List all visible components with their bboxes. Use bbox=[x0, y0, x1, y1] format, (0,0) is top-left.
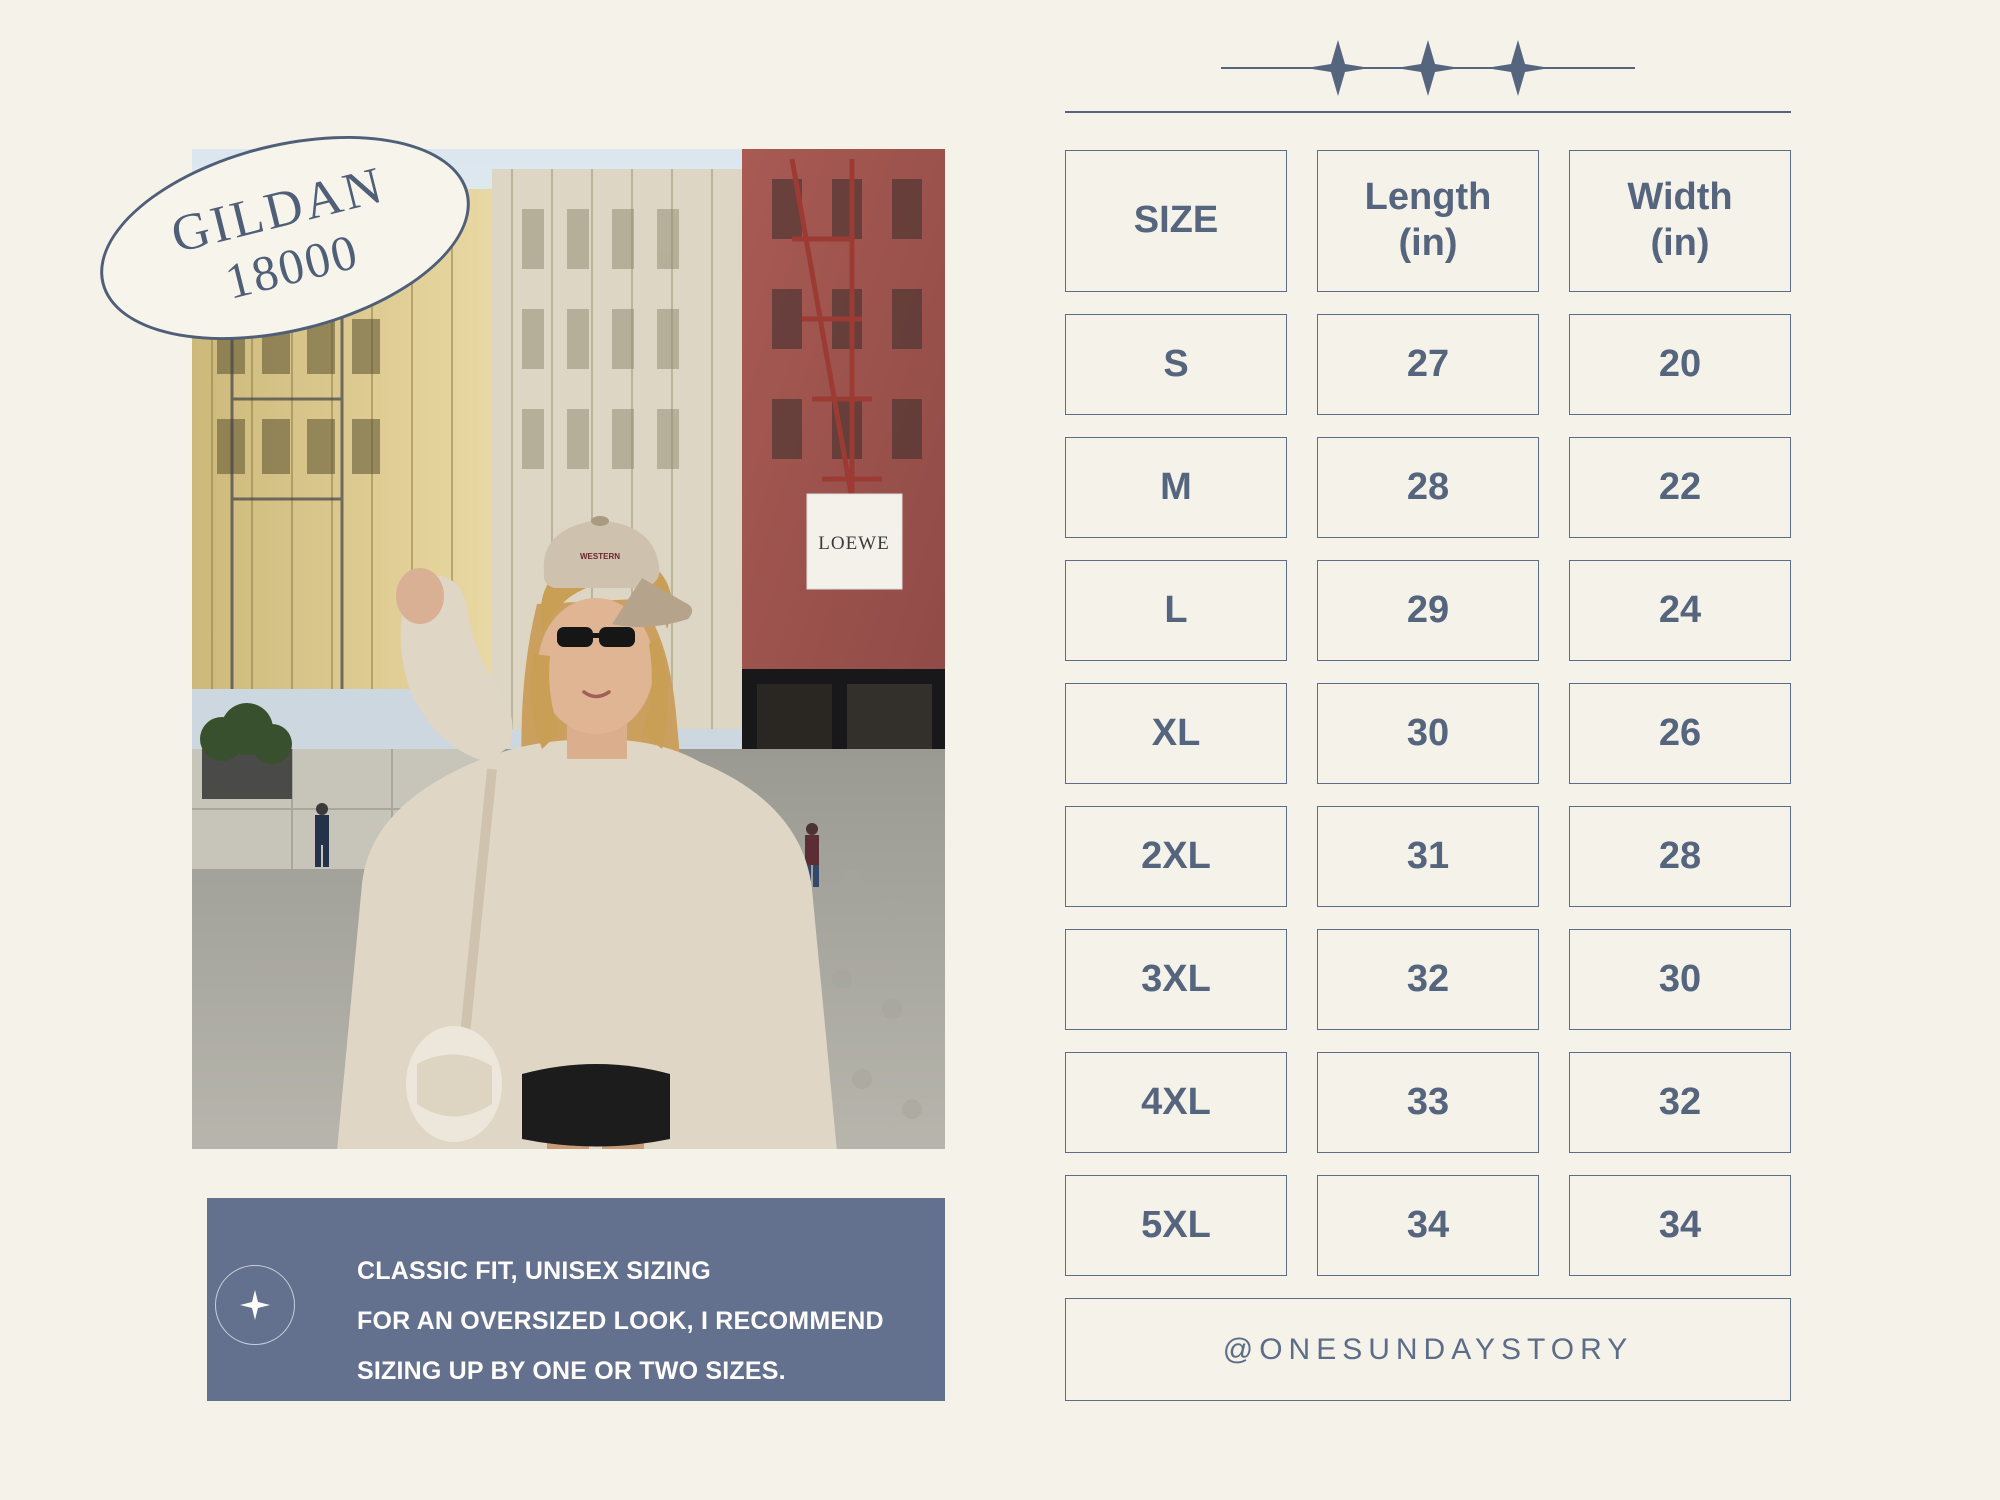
svg-text:WESTERN: WESTERN bbox=[580, 552, 620, 561]
svg-text:LOEWE: LOEWE bbox=[818, 533, 889, 554]
